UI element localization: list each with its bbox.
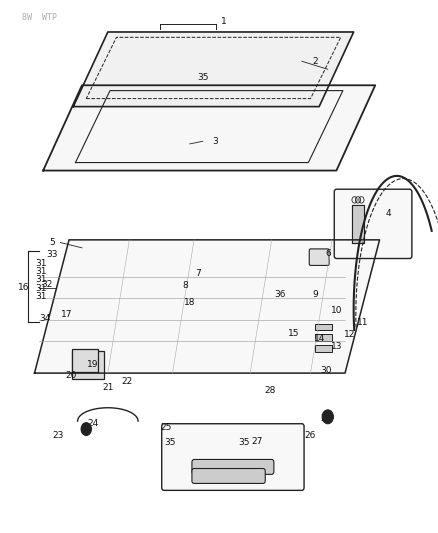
Text: 29: 29 (320, 414, 331, 423)
Text: 27: 27 (251, 437, 262, 446)
Text: 21: 21 (102, 383, 113, 392)
Text: 32: 32 (42, 280, 53, 288)
FancyBboxPatch shape (72, 351, 104, 379)
Text: 35: 35 (165, 438, 176, 447)
Circle shape (322, 410, 333, 424)
Polygon shape (43, 85, 375, 171)
Text: 16: 16 (18, 284, 29, 292)
Text: 20: 20 (65, 371, 77, 379)
Text: 3: 3 (213, 137, 219, 146)
FancyBboxPatch shape (334, 189, 412, 259)
Text: 35: 35 (238, 438, 249, 447)
Text: 23: 23 (53, 432, 64, 440)
Text: 5: 5 (49, 238, 55, 247)
Text: 8W  WTP: 8W WTP (21, 13, 57, 22)
Text: 1: 1 (221, 17, 227, 26)
Text: 31: 31 (35, 293, 47, 301)
Text: 4: 4 (385, 209, 391, 217)
Text: 31: 31 (35, 268, 47, 276)
Text: 25: 25 (160, 424, 172, 432)
Text: 28: 28 (264, 386, 275, 394)
Text: 31: 31 (35, 285, 47, 293)
Text: 8: 8 (183, 281, 188, 289)
Text: 33: 33 (46, 250, 57, 259)
Text: 35: 35 (197, 73, 208, 82)
Text: 19: 19 (87, 360, 99, 368)
Text: 13: 13 (331, 342, 342, 351)
Text: 34: 34 (39, 314, 51, 323)
Bar (315, 345, 332, 352)
Polygon shape (35, 240, 380, 373)
Bar (315, 324, 332, 330)
Bar (315, 334, 332, 341)
Polygon shape (352, 205, 364, 243)
Text: 10: 10 (331, 306, 342, 314)
Text: 22: 22 (122, 377, 133, 385)
Text: 14: 14 (314, 334, 325, 343)
Polygon shape (73, 32, 353, 107)
FancyBboxPatch shape (192, 459, 274, 474)
Text: 15: 15 (287, 329, 299, 337)
FancyBboxPatch shape (162, 424, 304, 490)
FancyBboxPatch shape (192, 469, 265, 483)
FancyBboxPatch shape (309, 249, 329, 265)
FancyBboxPatch shape (72, 349, 98, 372)
Text: 7: 7 (195, 269, 201, 278)
Text: 2: 2 (312, 57, 318, 66)
Text: 24: 24 (87, 419, 99, 428)
Text: 26: 26 (305, 431, 316, 440)
Text: 12: 12 (344, 330, 355, 339)
Text: 30: 30 (320, 366, 332, 375)
Text: 17: 17 (61, 310, 73, 319)
Circle shape (81, 423, 92, 435)
Text: 11: 11 (357, 318, 368, 327)
Text: 18: 18 (184, 298, 195, 307)
Text: 36: 36 (275, 290, 286, 299)
Text: 9: 9 (312, 290, 318, 299)
Text: 31: 31 (35, 276, 47, 284)
Text: 31: 31 (35, 260, 47, 268)
Text: 6: 6 (325, 249, 331, 257)
